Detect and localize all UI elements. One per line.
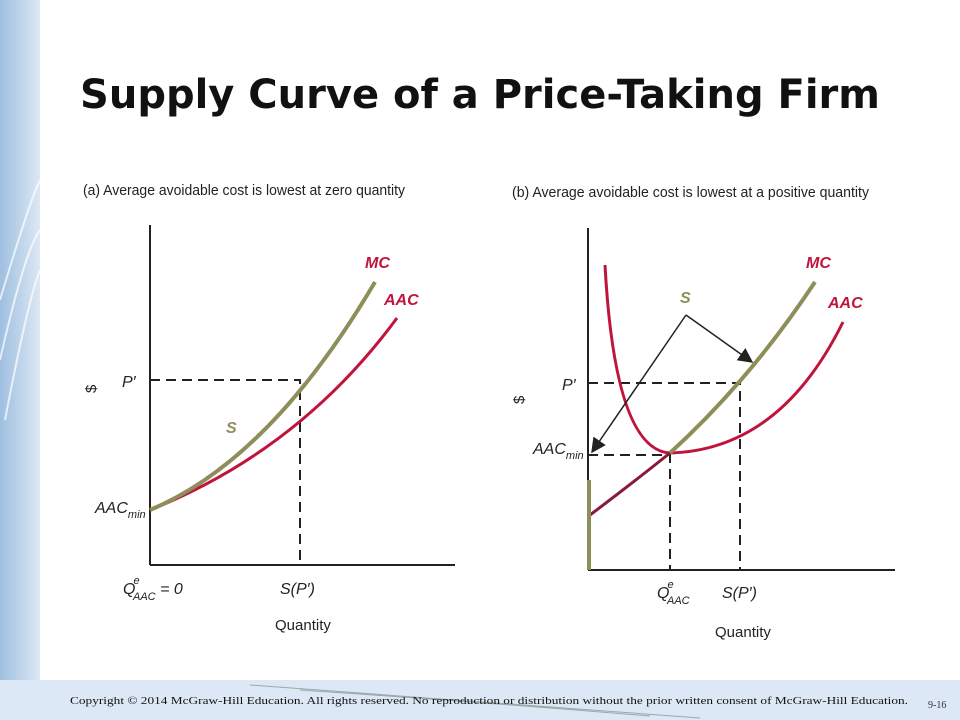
supply-curve [668,280,817,455]
dashed-guide [588,382,741,570]
sub: min [566,450,584,462]
aac-curve [149,317,399,512]
title: Supply Curve of a Price-Taking Firm [80,72,880,118]
caption: (b) Average avoidable cost is lowest at … [512,184,869,201]
page-number: 9-16 [928,700,946,711]
dashed-guide [150,379,301,565]
bottom-band [0,680,960,720]
q-label: Qe AAC = 0 [123,575,183,603]
panel-b: (b) Average avoidable cost is lowest at … [511,184,895,641]
aac-label: AAC [383,292,419,309]
decor [249,684,701,719]
sub: AAC [132,591,156,603]
copyright: Copyright © 2014 McGraw-Hill Education. … [70,695,908,707]
s-label: S [680,290,691,307]
dashed-guide [588,454,671,570]
left-band [0,0,40,720]
aac-min-label: AACmin [532,441,584,462]
q-label: Qe AAC [657,579,690,607]
mc-curve [149,280,377,512]
price-label: P′ [122,374,137,391]
decor [0,179,41,421]
y-axis-label: $ [83,384,100,393]
caption: (a) Average avoidable cost is lowest at … [83,182,405,199]
sub: AAC [666,595,690,607]
y-axis-label: $ [511,395,528,404]
main: AAC [94,500,128,517]
aac-label: AAC [827,295,863,312]
sup: e [667,579,673,591]
panel-a: (a) Average avoidable cost is lowest at … [83,182,455,634]
main: AAC [532,441,566,458]
s-p-label: S(P′) [722,585,757,602]
mc-label: MC [365,255,390,272]
sub: min [128,509,146,521]
x-axis-label: Quantity [715,624,771,641]
aac-min-label: AACmin [94,500,146,521]
main: Q [657,585,669,602]
mc-label: MC [806,255,831,272]
s-p-label: S(P′) [280,581,315,598]
s-label: S [226,420,237,437]
suffix: = 0 [156,581,183,598]
arrow [591,314,687,454]
mc-lower [589,451,671,517]
arrow [685,314,754,363]
x-axis-label: Quantity [275,617,331,634]
price-label: P′ [562,377,577,394]
main: Q [123,581,135,598]
sup: e [133,575,139,587]
